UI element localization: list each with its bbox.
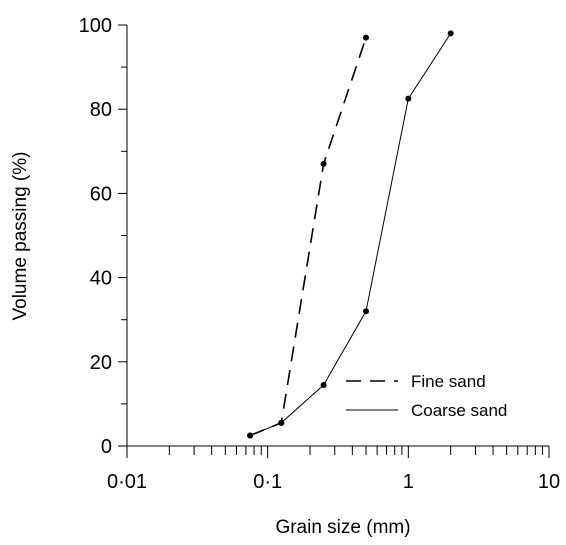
legend-fine-sand-label: Fine sand bbox=[411, 372, 486, 391]
y-tick-label: 0 bbox=[101, 436, 112, 458]
coarse-sand-point bbox=[320, 381, 327, 388]
y-tick-label: 20 bbox=[90, 352, 112, 374]
y-axis-title: Volume passing (%) bbox=[10, 152, 31, 321]
coarse-sand-point bbox=[278, 419, 285, 426]
axes: 0 20 40 60 80 100 0·01 0·1 1 10 bbox=[79, 15, 561, 493]
fine-sand-line bbox=[249, 37, 367, 437]
y-tick-label: 80 bbox=[90, 99, 112, 121]
coarse-sand-point bbox=[247, 432, 254, 439]
legend: Fine sand Coarse sand bbox=[346, 372, 507, 420]
coarse-sand-point bbox=[405, 95, 412, 102]
x-axis-title: Grain size (mm) bbox=[275, 517, 410, 538]
x-tick-label: 10 bbox=[538, 471, 560, 493]
x-tick-label: 1 bbox=[403, 471, 414, 493]
y-tick-label: 40 bbox=[90, 268, 112, 290]
legend-coarse-sand-label: Coarse sand bbox=[411, 401, 507, 420]
x-tick-label: 0·1 bbox=[253, 471, 282, 493]
coarse-sand-point bbox=[362, 308, 369, 315]
coarse-sand-point bbox=[447, 30, 454, 37]
y-tick-label: 60 bbox=[90, 183, 112, 205]
fine-sand-point bbox=[362, 34, 369, 41]
coarse-sand-line bbox=[249, 33, 452, 436]
fine-sand-point bbox=[320, 160, 327, 167]
x-tick-label: 0·01 bbox=[107, 471, 147, 493]
series-layer bbox=[247, 30, 454, 439]
y-tick-label: 100 bbox=[79, 15, 112, 37]
